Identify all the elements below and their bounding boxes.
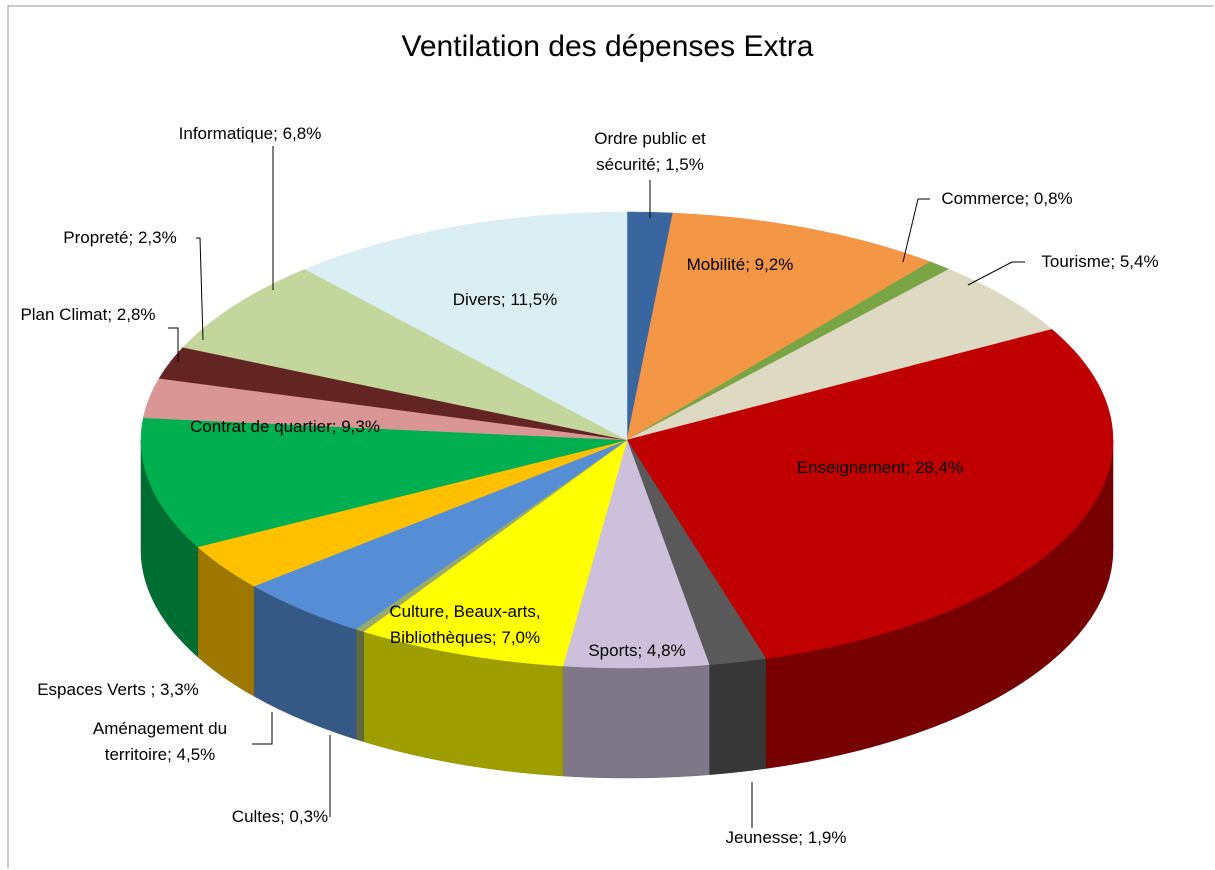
slice — [197, 439, 628, 587]
data-label: Mobilité; 9,2% — [686, 255, 794, 274]
slice — [143, 378, 628, 441]
data-label: Espaces Verts ; 3,3% — [37, 680, 199, 699]
data-label: Commerce; 0,8% — [941, 189, 1073, 208]
slice-side — [708, 658, 767, 775]
data-label: Aménagement du territoire; 4,5% — [92, 719, 228, 764]
data-label: Enseignement; 28,4% — [796, 458, 964, 477]
slice — [182, 268, 628, 441]
data-label: Jeunesse; 1,9% — [725, 828, 847, 847]
slice — [626, 329, 1114, 659]
data-label: Ordre public et sécurité; 1,5% — [594, 129, 706, 174]
slice-side — [562, 664, 710, 779]
leader-line — [196, 237, 204, 341]
slice — [626, 439, 767, 665]
slice — [158, 347, 628, 441]
leader-line — [168, 327, 179, 362]
slice — [140, 417, 628, 548]
frame — [7, 5, 1213, 868]
slice — [362, 439, 628, 667]
data-label: Divers; 11,5% — [452, 290, 558, 309]
data-label: Cultes; 0,3% — [231, 807, 329, 826]
leader-line — [967, 261, 1025, 286]
slice — [626, 212, 931, 441]
slice — [562, 439, 710, 669]
chart-title: Ventilation des dépenses Extra — [401, 30, 814, 63]
leader-line — [252, 712, 273, 745]
data-label: Sports; 4,8% — [588, 641, 686, 660]
data-label: Informatique; 6,8% — [178, 124, 322, 143]
data-label: Plan Climat; 2,8% — [20, 305, 156, 324]
data-label: Culture, Beaux-arts, Bibliothèques; 7,0% — [389, 602, 541, 647]
data-label: Tourisme; 5,4% — [1041, 252, 1159, 271]
slice — [304, 211, 628, 441]
data-label: Contrat de quartier; 9,3% — [190, 417, 380, 436]
leader-line — [902, 198, 930, 263]
slice — [626, 268, 1053, 441]
slice — [253, 439, 628, 630]
slice-side — [355, 628, 364, 742]
data-label: Propreté; 2,3% — [63, 228, 177, 247]
